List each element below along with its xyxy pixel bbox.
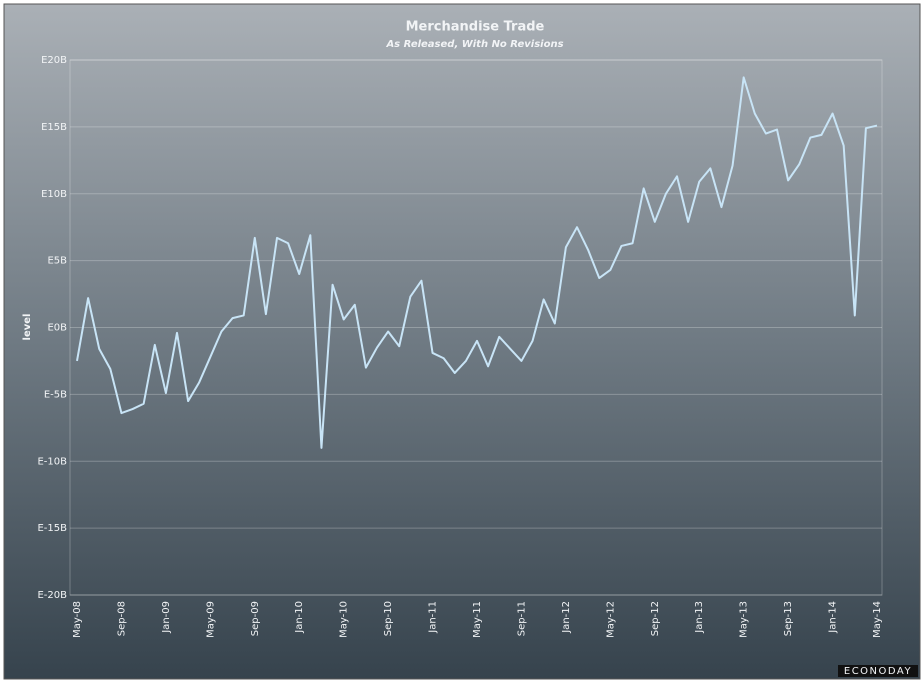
y-tick-label: E15B [41,122,67,133]
x-tick-label: Sep-08 [116,601,127,636]
x-tick-label: May-10 [339,601,350,638]
x-tick-label: Jan-10 [294,601,305,634]
y-tick-label: E0B [47,323,67,334]
x-tick-label: Jan-12 [561,601,572,634]
x-tick-label: May-08 [72,601,83,638]
x-tick-label: May-14 [872,601,883,638]
x-tick-label: Jan-14 [828,601,839,634]
x-tick-label: May-12 [605,601,616,638]
x-tick-label: Jan-11 [428,601,439,634]
x-tick-label: Sep-09 [250,601,261,636]
x-tick-label: May-09 [205,601,216,638]
x-tick-label: Sep-10 [383,601,394,636]
y-tick-label: E20B [41,55,67,66]
x-tick-label: Sep-13 [783,601,794,636]
x-tick-label: Sep-12 [650,601,661,636]
y-tick-label: E-15B [37,523,67,534]
y-tick-label: E-5B [44,389,67,400]
y-tick-label: E-20B [37,590,67,601]
y-tick-label: E5B [47,256,67,267]
chart-subtitle: As Released, With No Revisions [385,39,563,50]
x-tick-label: Jan-13 [694,601,705,634]
watermark: ECONODAY [844,666,912,677]
y-axis-label: level [22,314,33,341]
watermark-box [838,665,918,677]
x-tick-label: Jan-09 [161,601,172,634]
plot-area [69,59,883,596]
background [3,3,921,680]
data-line [76,76,878,449]
y-tick-label: E-10B [37,456,67,467]
x-tick-label: Sep-11 [516,601,527,636]
x-tick-label: May-11 [472,601,483,638]
y-tick-label: E10B [41,189,67,200]
x-tick-label: May-13 [739,601,750,638]
chart-title: Merchandise Trade [406,20,545,35]
